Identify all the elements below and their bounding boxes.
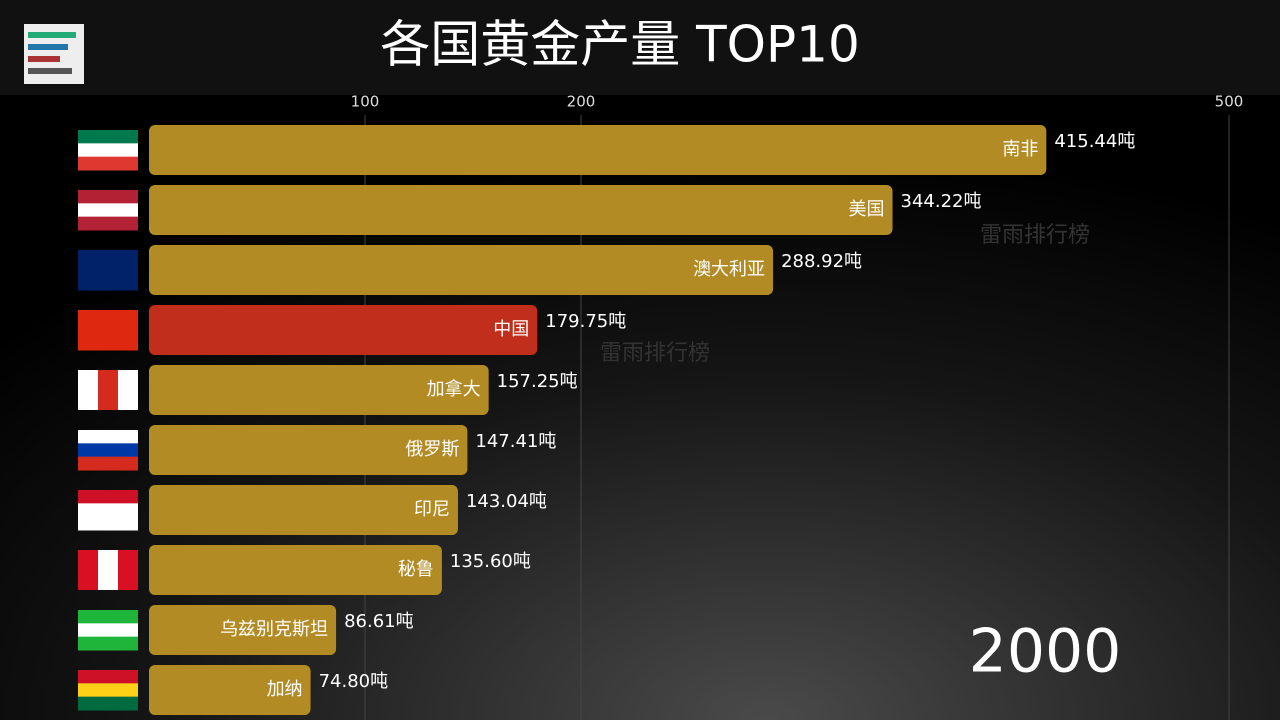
flag [78, 623, 138, 638]
category-label: 秘鲁 [398, 559, 434, 580]
flag [78, 336, 138, 351]
value-label: 135.60吨 [450, 551, 531, 572]
x-tick-label: 100 [351, 93, 380, 111]
flag [78, 310, 138, 324]
flag [78, 370, 98, 410]
bar [149, 665, 311, 715]
category-label: 南非 [1002, 139, 1038, 160]
value-label: 86.61吨 [344, 611, 414, 632]
category-label: 乌兹别克斯坦 [220, 619, 328, 640]
flag [78, 156, 138, 171]
flag [78, 670, 138, 684]
category-label: 美国 [849, 199, 885, 220]
flag [78, 130, 138, 144]
category-label: 俄罗斯 [405, 439, 459, 460]
bar [149, 605, 337, 655]
flag [78, 203, 138, 218]
flag [98, 370, 118, 410]
value-label: 344.22吨 [901, 191, 982, 212]
flag [78, 443, 138, 458]
value-label: 147.41吨 [475, 431, 556, 452]
watermark: 雷雨排行榜 [980, 223, 1090, 248]
watermark: 雷雨排行榜 [600, 341, 710, 366]
flag [78, 263, 138, 278]
value-label: 415.44吨 [1054, 131, 1135, 152]
x-tick-label: 500 [1215, 93, 1244, 111]
bar [149, 305, 538, 355]
value-label: 143.04吨 [466, 491, 547, 512]
flag [78, 276, 138, 291]
bar [149, 245, 774, 295]
flag [78, 323, 138, 338]
flag [78, 636, 138, 651]
flag [78, 610, 138, 624]
bar [149, 485, 458, 535]
value-label: 179.75吨 [545, 311, 626, 332]
value-label: 74.80吨 [319, 671, 389, 692]
chart-title: 各国黄金产量 TOP10 [380, 16, 860, 74]
flag [78, 143, 138, 158]
header-band [0, 0, 1280, 95]
logo [24, 24, 84, 84]
category-label: 中国 [493, 319, 529, 340]
flag [78, 490, 138, 504]
flag [78, 683, 138, 698]
bar [149, 365, 489, 415]
flag [118, 550, 138, 590]
flag [78, 430, 138, 444]
value-label: 288.92吨 [781, 251, 862, 272]
bar [149, 545, 442, 595]
year-label: 2000 [969, 617, 1122, 687]
flag [78, 216, 138, 231]
flag [78, 190, 138, 204]
bar [149, 425, 468, 475]
category-label: 澳大利亚 [693, 259, 765, 280]
bar [149, 125, 1047, 175]
x-tick-label: 200 [567, 93, 596, 111]
flag [78, 550, 98, 590]
bar [149, 185, 893, 235]
flag [118, 370, 138, 410]
flag [78, 696, 138, 711]
flag [78, 503, 138, 518]
category-label: 印尼 [414, 499, 450, 520]
flag [78, 250, 138, 264]
flag [78, 516, 138, 531]
category-label: 加纳 [267, 679, 303, 700]
category-label: 加拿大 [427, 378, 481, 400]
flag [78, 456, 138, 471]
value-label: 157.25吨 [497, 371, 578, 392]
flag [98, 550, 118, 590]
